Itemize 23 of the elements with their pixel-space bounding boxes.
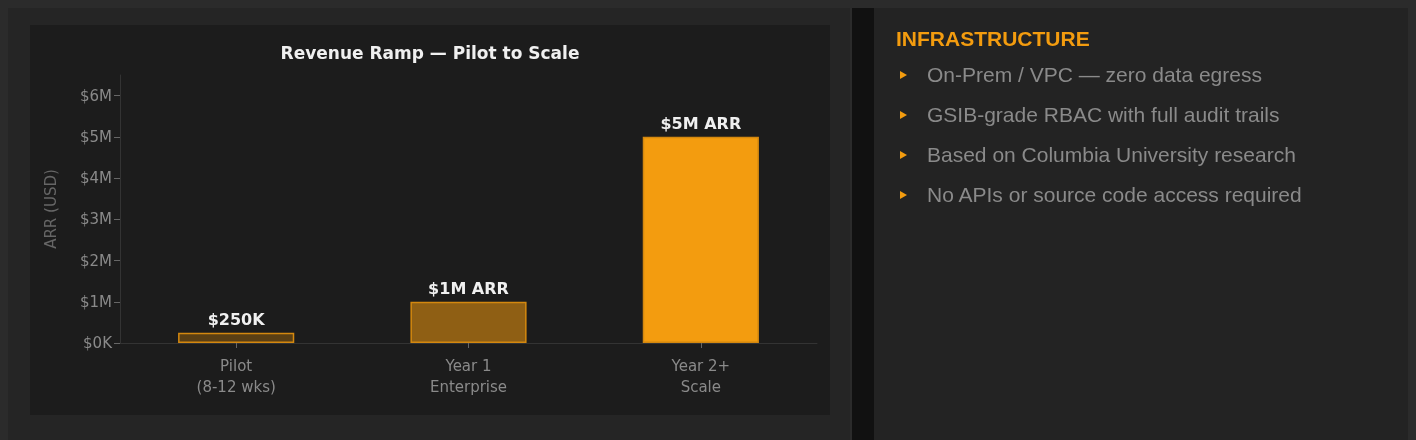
data-label: $5M ARR — [660, 114, 742, 134]
chart-title: Revenue Ramp — Pilot to Scale — [280, 42, 580, 63]
y-tick-label: $0K — [83, 334, 114, 352]
bar — [178, 332, 295, 343]
bar — [642, 136, 759, 343]
data-label: $250K — [207, 310, 266, 330]
text: INFRASTRUCTURE — [896, 27, 1090, 51]
text: On-Prem / VPC — zero data egress — [927, 63, 1262, 86]
y-tick-label: $1M — [79, 292, 112, 311]
y-axis-title: ARR (USD) — [41, 169, 60, 249]
text: GSIB-grade RBAC with full audit trails — [927, 103, 1280, 126]
y-tick-label: $4M — [79, 169, 112, 188]
y-tick-label: $5M — [79, 127, 112, 146]
data-label: $1M ARR — [428, 279, 509, 299]
x-tick-label: Year 2+ Scale — [670, 356, 731, 396]
text: No APIs or source code access required — [927, 183, 1302, 206]
y-tick-label: $6M — [79, 86, 112, 105]
x-tick-label: Year 1 Enterprise — [429, 356, 508, 396]
y-tick-label: $2M — [79, 251, 112, 270]
y-tick-label: $3M — [79, 210, 112, 229]
text: Based on Columbia University research — [927, 143, 1296, 166]
bar — [410, 301, 527, 343]
x-tick-label: Pilot (8-12 wks) — [196, 356, 276, 396]
